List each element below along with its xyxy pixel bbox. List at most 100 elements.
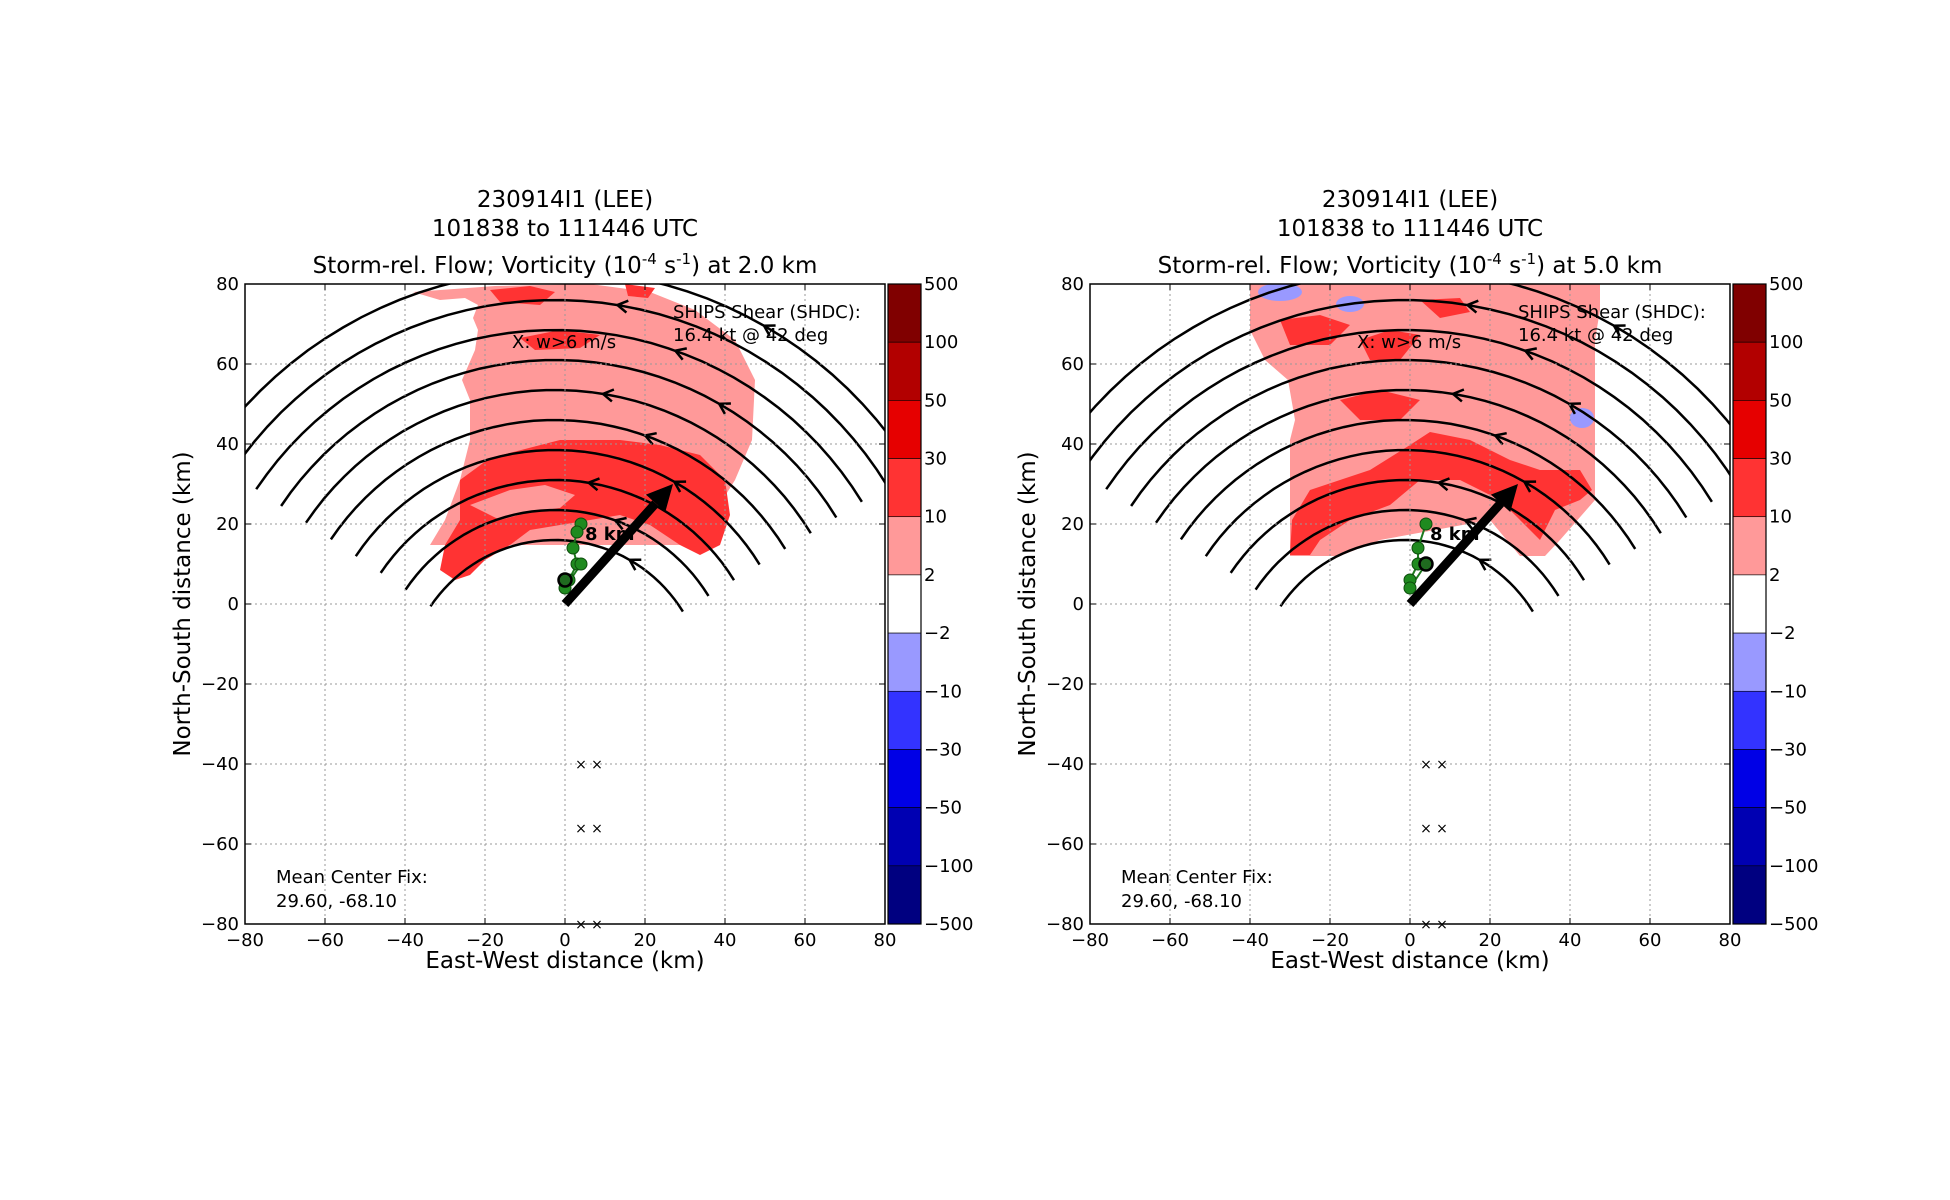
vorticity-fill-negative [1570, 408, 1594, 428]
updraft-x-mark: × [1436, 917, 1448, 933]
colorbar-label: 30 [1769, 449, 1792, 470]
updraft-x-mark: × [575, 757, 587, 773]
streamline-arrowhead [672, 480, 687, 493]
streamline-arrowhead [1477, 558, 1492, 571]
streamline [1130, 358, 1688, 519]
colorbar-label: 10 [1769, 507, 1792, 528]
colorbar-segment [887, 807, 922, 867]
streamline-arrowhead [1464, 299, 1479, 314]
mean-center-marker [557, 572, 573, 588]
vorticity-fill-negative [1258, 284, 1302, 301]
y-tick-label: −20 [1046, 674, 1084, 695]
vorticity-fill-strong [1290, 432, 1592, 555]
mean-center-value: 29.60, -68.10 [1121, 891, 1242, 912]
updraft-x-mark: × [1436, 757, 1448, 773]
mean-center-marker [1418, 556, 1434, 572]
axis-ticks [244, 283, 886, 925]
colorbar-segment [887, 749, 922, 808]
streamlines [1090, 284, 1730, 613]
colorbar-segment [887, 458, 922, 518]
y-tick-label: 60 [1061, 354, 1084, 375]
x-axis-label: East-West distance (km) [1270, 948, 1549, 974]
colorbar-segment [1732, 807, 1767, 867]
x-tick-label: −40 [386, 930, 424, 951]
y-tick-labels: 80 60 40 20 0 −20 −40 −60 −80 [201, 274, 239, 935]
x-tick-labels: −80 −60 −40 −20 0 20 40 60 80 [1071, 930, 1741, 951]
streamline-arrowhead [673, 347, 688, 361]
y-tick-label: 0 [228, 594, 239, 615]
x-tick-label: 20 [634, 930, 657, 951]
colorbar: 500 100 50 30 10 2 −2 −10 −30 −50 −100 −500 [1732, 274, 1818, 935]
colorbar-segment [887, 632, 922, 692]
x-tick-label: −20 [466, 930, 504, 951]
title-line-2: 101838 to 111446 UTC [1277, 216, 1543, 242]
shear-vector-shaft [561, 500, 659, 608]
y-tick-label: −40 [1046, 754, 1084, 775]
center-overlay: × ×× ×× × [557, 484, 673, 933]
mean-center-value: 29.60, -68.10 [276, 891, 397, 912]
colorbar-label: 500 [1769, 274, 1803, 295]
colorbar-segment [1732, 283, 1767, 343]
streamline [280, 358, 838, 519]
streamline-arrowhead [717, 402, 731, 415]
colorbar-segment [887, 341, 922, 401]
colorbar-label: 100 [1769, 332, 1803, 353]
x-tick-label: 80 [874, 930, 897, 951]
streamline-arrowhead [586, 477, 600, 492]
x-tick-label: 0 [559, 930, 570, 951]
streamline-arrowhead [1492, 431, 1507, 446]
colorbar-label: −30 [1769, 739, 1807, 760]
colorbar-label: 100 [924, 332, 958, 353]
colorbar-segment [1732, 690, 1767, 750]
updraft-x-mark: × [591, 757, 603, 773]
streamline-arrowhead [1523, 347, 1538, 361]
streamline [1090, 284, 1730, 427]
colorbar-frame [887, 283, 922, 925]
streamline [1229, 478, 1586, 581]
colorbar-label: −500 [924, 914, 973, 935]
colorbar-label: 2 [924, 565, 935, 586]
panel-2km: 230914I1 (LEE) 101838 to 111446 UTC Stor… [170, 187, 973, 974]
y-tick-label: −60 [201, 834, 239, 855]
y-tick-label: 0 [1073, 594, 1084, 615]
mean-center-label: Mean Center Fix: [1121, 867, 1273, 888]
streamline [1254, 508, 1560, 597]
colorbar: 500 100 50 30 10 2 −2 −10 −30 −50 −100 −500 [887, 274, 973, 935]
updraft-x-mark: × [1420, 757, 1432, 773]
title-line-2: 101838 to 111446 UTC [432, 216, 698, 242]
colorbar-label: −50 [924, 798, 962, 819]
streamline [1279, 538, 1534, 613]
colorbar-label: −500 [1769, 914, 1818, 935]
updraft-x-mark: × [575, 917, 587, 933]
mean-center-label: Mean Center Fix: [276, 867, 428, 888]
streamline-arrowhead [627, 558, 642, 571]
colorbar-label: −10 [1769, 681, 1807, 702]
y-tick-label: 20 [1061, 514, 1084, 535]
ships-shear-label: SHIPS Shear (SHDC): [673, 302, 861, 323]
x-axis-label: East-West distance (km) [425, 948, 704, 974]
colorbar-segment [1732, 458, 1767, 518]
streamline [329, 418, 787, 550]
center-fix-point [566, 541, 580, 555]
streamline [255, 328, 863, 503]
colorbar-label: 10 [924, 507, 947, 528]
y-tick-label: 80 [1061, 274, 1084, 295]
vorticity-fill-strong [625, 284, 655, 298]
colorbar-segment [887, 283, 922, 343]
colorbar-segment [1732, 341, 1767, 401]
shear-vector-head [1490, 484, 1518, 513]
y-tick-label: −60 [1046, 834, 1084, 855]
axis-ticks [1089, 283, 1731, 925]
streamline [1179, 418, 1637, 550]
streamline-arrowhead [1567, 402, 1581, 415]
streamline-arrowhead [1436, 477, 1450, 492]
center-fix-point [574, 557, 588, 571]
streamline [1105, 328, 1713, 503]
x-tick-label: −60 [306, 930, 344, 951]
x-tick-label: 20 [1479, 930, 1502, 951]
x-tick-label: −80 [226, 930, 264, 951]
x-tick-label: 0 [1404, 930, 1415, 951]
y-tick-label: −20 [201, 674, 239, 695]
colorbar-label: −2 [924, 623, 951, 644]
colorbar-segment [1732, 400, 1767, 459]
